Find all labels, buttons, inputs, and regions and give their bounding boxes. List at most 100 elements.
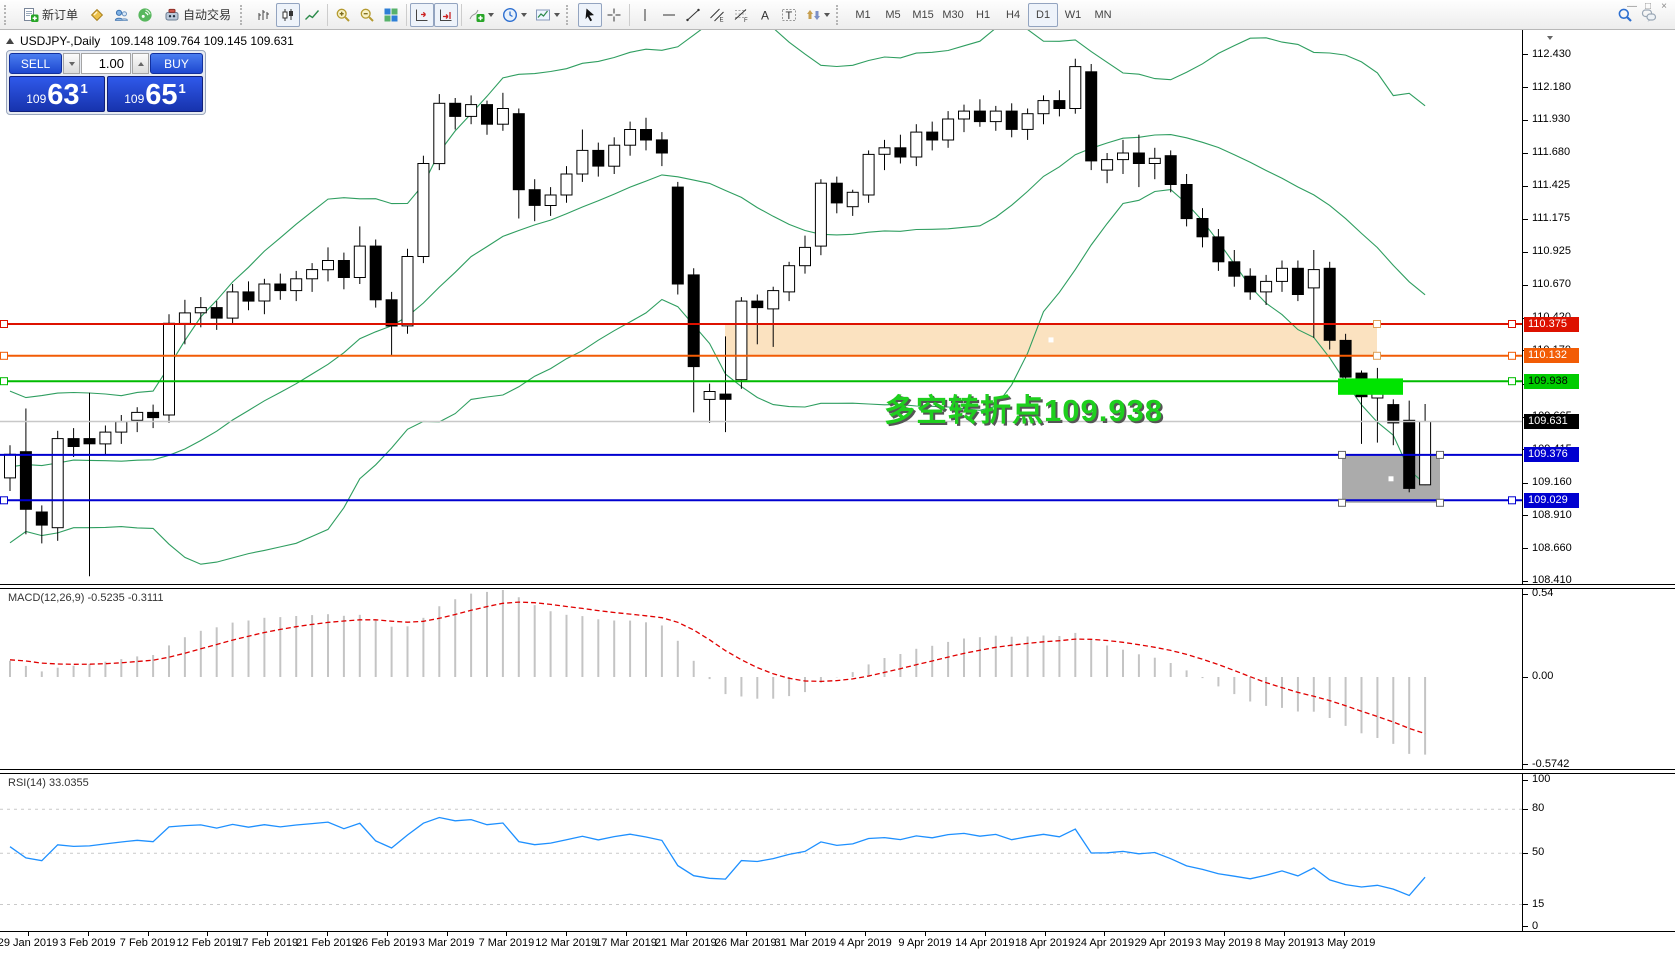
candle xyxy=(1276,260,1288,292)
timeframe-m5-button[interactable]: M5 xyxy=(885,8,901,21)
axis-tick-label: 0.54 xyxy=(1532,587,1554,600)
candle xyxy=(862,150,875,203)
zoom-out-button[interactable] xyxy=(355,3,379,27)
timeframe-h1-button[interactable]: H1 xyxy=(976,8,991,21)
toolbar-grip[interactable] xyxy=(566,4,574,25)
close-button[interactable]: × xyxy=(1661,1,1667,12)
date-label: 24 Apr 2019 xyxy=(1074,937,1135,949)
axis-tick-mark xyxy=(1523,808,1528,810)
bollinger-upper-band xyxy=(9,30,1426,399)
periods-button[interactable] xyxy=(498,3,531,27)
window-controls: — □ × xyxy=(1624,1,1672,12)
buy-price-pips: 65 xyxy=(145,79,178,111)
hline-109.029[interactable] xyxy=(0,496,1522,505)
date-tick-mark xyxy=(685,932,687,936)
ohlc-values: 109.148 109.764 109.145 109.631 xyxy=(110,34,294,48)
main-chart-pane[interactable] xyxy=(0,30,1522,584)
toolbar-grip[interactable] xyxy=(4,4,12,25)
community-button[interactable] xyxy=(1637,3,1661,27)
equidistant-channel-button[interactable]: E xyxy=(705,3,729,27)
candle xyxy=(512,108,525,219)
chart-candles-button[interactable] xyxy=(276,2,301,27)
axis-tick-label: 108.660 xyxy=(1532,541,1572,554)
price-label-109.938: 109.938 xyxy=(1524,373,1579,389)
indicators-button[interactable] xyxy=(465,3,498,27)
candle xyxy=(814,179,827,256)
crosshair-button[interactable] xyxy=(602,3,626,27)
price-axis[interactable]: 112.430 112.180 111.930 111.680 111.425 111.1… xyxy=(1522,30,1675,932)
axis-tick-label: 50 xyxy=(1532,846,1545,859)
arrows-button[interactable] xyxy=(801,3,834,27)
market-watch-button[interactable] xyxy=(85,3,109,27)
sell-price-button[interactable]: 109 63 1 xyxy=(9,76,105,112)
date-label: 26 Feb 2019 xyxy=(355,937,418,949)
horizontal-line-button[interactable] xyxy=(657,3,681,27)
volume-increase-button[interactable] xyxy=(132,53,149,74)
candle xyxy=(1148,147,1161,180)
candle xyxy=(655,132,668,167)
buy-price-button[interactable]: 109 65 1 xyxy=(107,76,203,112)
text-label-button[interactable]: T xyxy=(777,3,801,27)
collapse-panel-icon[interactable] xyxy=(6,38,14,44)
buy-button[interactable]: BUY xyxy=(150,53,203,74)
timeframe-w1-button[interactable]: W1 xyxy=(1064,8,1082,21)
volume-decrease-button[interactable] xyxy=(63,53,80,74)
hline-110.132[interactable] xyxy=(0,351,1522,360)
restore-button[interactable]: □ xyxy=(1644,1,1652,12)
timeframe-h4-button[interactable]: H4 xyxy=(1006,8,1021,21)
toolbar-separator xyxy=(629,3,631,26)
sell-button[interactable]: SELL xyxy=(9,53,62,74)
toolbar-grip[interactable] xyxy=(836,4,844,25)
timeframe-m15-button[interactable]: M15 xyxy=(912,8,934,21)
pivot-rect-green[interactable] xyxy=(1338,378,1403,395)
chart-shift-button[interactable] xyxy=(410,2,435,27)
hline-110.375[interactable] xyxy=(0,320,1522,328)
timeframe-m1-button[interactable]: M1 xyxy=(855,8,871,21)
date-axis[interactable]: 29 Jan 2019 3 Feb 2019 7 Feb 2019 12 Feb 20… xyxy=(0,932,1522,954)
rsi-indicator-label: RSI(14) 33.0355 xyxy=(8,777,89,789)
candle xyxy=(417,155,430,264)
autotrading-button[interactable]: 自动交易 xyxy=(157,3,238,27)
annotation-text[interactable]: 多空转折点109.938 xyxy=(884,393,1164,428)
search-button[interactable] xyxy=(1613,3,1637,27)
hline-109.938[interactable] xyxy=(0,377,1522,386)
rsi-pane[interactable] xyxy=(0,774,1522,931)
pane-separator[interactable] xyxy=(0,584,1675,589)
candle xyxy=(178,299,191,345)
auto-scroll-button[interactable] xyxy=(434,2,459,27)
candle xyxy=(1403,400,1416,493)
timeframe-m30-button[interactable]: M30 xyxy=(942,8,964,21)
chart-bars-button[interactable] xyxy=(252,3,276,27)
data-window-button[interactable] xyxy=(109,3,133,27)
toolbar-grip[interactable] xyxy=(240,4,248,25)
axis-tick-mark xyxy=(1523,593,1528,595)
bar-chart-icon xyxy=(258,9,270,20)
candle xyxy=(1069,58,1082,114)
macd-pane[interactable] xyxy=(0,589,1522,769)
date-label: 21 Mar 2019 xyxy=(654,937,717,949)
timeframe-mn-button[interactable]: MN xyxy=(1094,8,1112,21)
scale-marker-icon[interactable] xyxy=(1547,36,1553,40)
signals-button[interactable] xyxy=(133,3,157,27)
fibonacci-button[interactable]: F xyxy=(729,3,753,27)
cursor-button[interactable] xyxy=(578,2,603,27)
zoom-in-icon xyxy=(336,8,350,22)
chart-line-button[interactable] xyxy=(300,3,324,27)
svg-text:F: F xyxy=(744,18,748,23)
pane-separator[interactable] xyxy=(0,769,1675,774)
new-order-button[interactable]: 新订单 xyxy=(16,3,85,27)
zoom-in-button[interactable] xyxy=(331,3,355,27)
vertical-line-button[interactable] xyxy=(633,3,657,27)
volume-input[interactable]: 1.00 xyxy=(81,53,131,74)
candle xyxy=(973,99,986,127)
chevron-down-icon xyxy=(488,12,495,17)
templates-button[interactable] xyxy=(531,3,564,27)
timeframe-d1-button[interactable]: D1 xyxy=(1028,2,1059,27)
axis-tick-label: 0 xyxy=(1532,919,1539,932)
minimize-button[interactable]: — xyxy=(1627,1,1637,12)
trendline-button[interactable] xyxy=(681,3,705,27)
text-button[interactable]: A xyxy=(753,3,777,27)
axis-tick-mark xyxy=(1523,779,1528,781)
candle xyxy=(131,407,144,433)
tile-windows-button[interactable] xyxy=(379,3,403,27)
